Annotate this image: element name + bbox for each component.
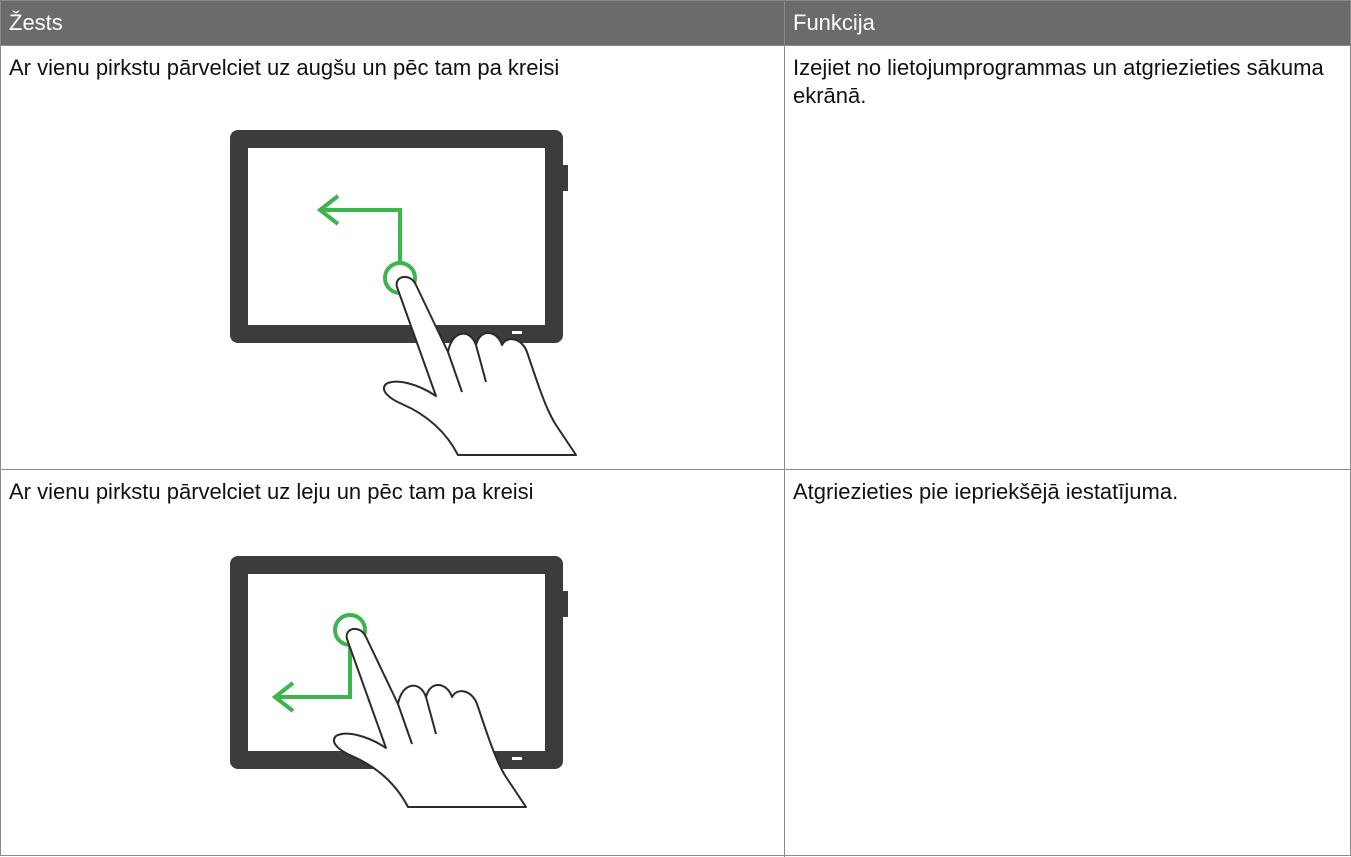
function-cell: Izejiet no lietojumprogrammas un atgriez…: [785, 45, 1350, 469]
gesture-text: Ar vienu pirkstu pārvelciet uz leju un p…: [9, 479, 534, 504]
gesture-illustration: [230, 556, 568, 809]
function-text: Izejiet no lietojumprogrammas un atgriez…: [793, 55, 1324, 108]
illustrations: [230, 130, 578, 809]
column-divider: [784, 1, 785, 857]
gesture-cell: Ar vienu pirkstu pārvelciet uz leju un p…: [1, 469, 784, 857]
column-header: Funkcija: [785, 1, 1350, 45]
gesture-cell: Ar vienu pirkstu pārvelciet uz augšu un …: [1, 45, 784, 469]
function-cell: Atgriezieties pie iepriekšējā iestatījum…: [785, 469, 1350, 857]
function-text: Atgriezieties pie iepriekšējā iestatījum…: [793, 479, 1179, 504]
gesture-illustration: [230, 130, 578, 457]
column-header: Žests: [1, 1, 784, 45]
gesture-text: Ar vienu pirkstu pārvelciet uz augšu un …: [9, 55, 560, 80]
